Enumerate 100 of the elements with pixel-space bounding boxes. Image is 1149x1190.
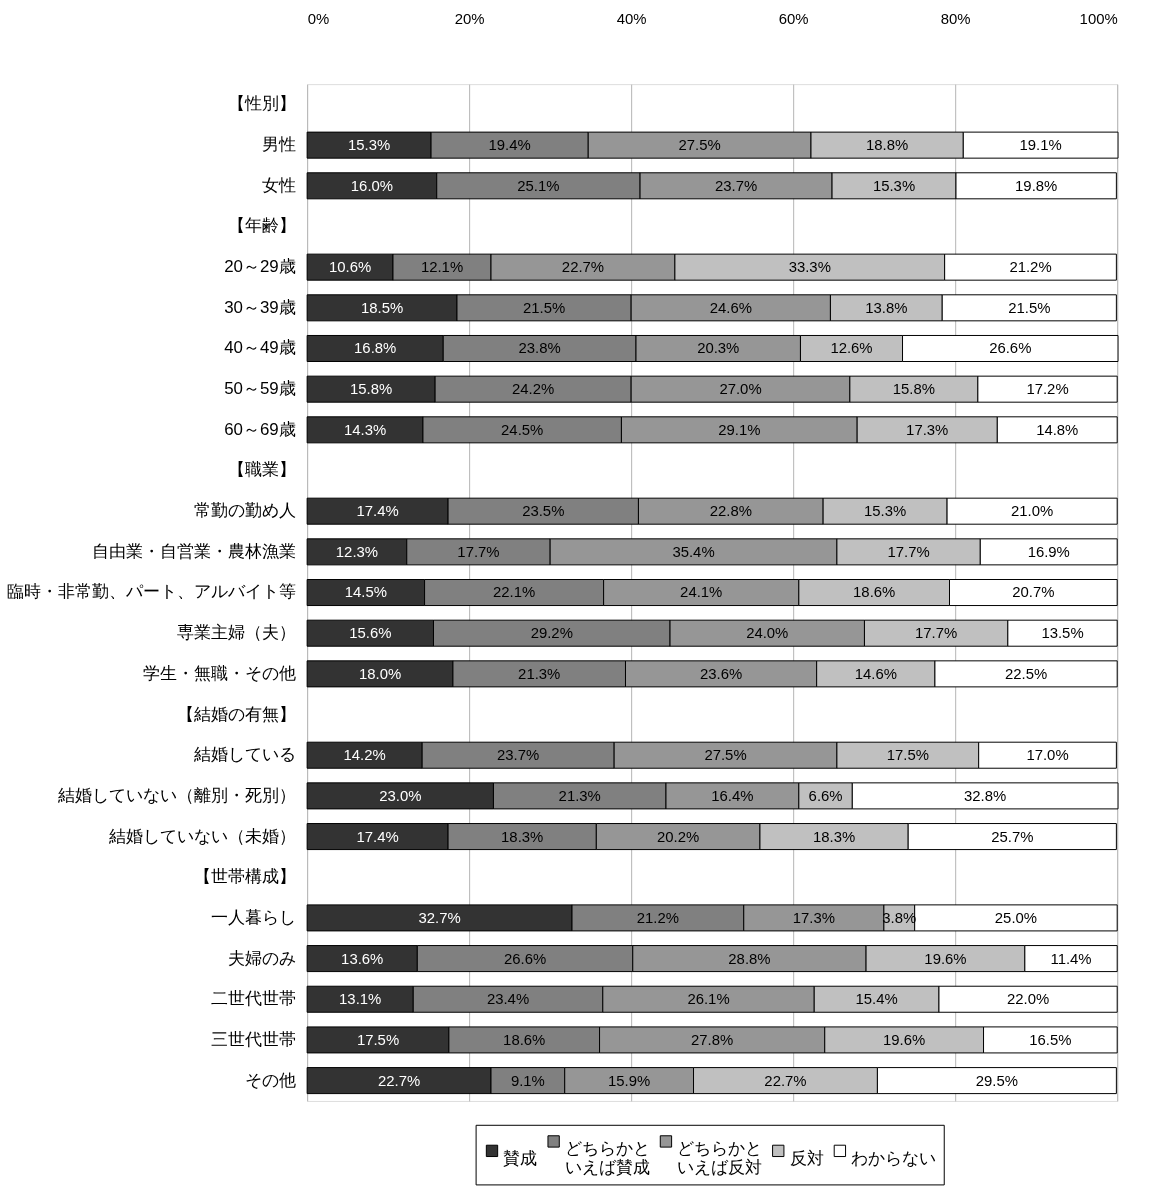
data-label: 24.5% xyxy=(501,421,544,438)
data-label: 17.7% xyxy=(887,543,930,560)
y-tick-label: 夫婦のみ xyxy=(227,948,296,968)
data-label: 15.8% xyxy=(350,381,393,398)
data-label: 21.3% xyxy=(518,665,561,682)
data-label: 27.5% xyxy=(678,137,721,154)
y-tick-label: 一人暮らし xyxy=(210,907,296,927)
data-label: 19.6% xyxy=(924,950,967,967)
data-label: 17.5% xyxy=(886,747,929,764)
data-label: 15.4% xyxy=(855,991,898,1008)
y-tick-label: 男性 xyxy=(261,135,296,155)
data-label: 13.5% xyxy=(1041,625,1084,642)
data-label: 6.6% xyxy=(808,787,843,804)
y-tick-label: 二世代世帯 xyxy=(210,989,296,1009)
y-tick-label: その他 xyxy=(244,1070,296,1090)
data-label: 23.7% xyxy=(714,177,758,194)
data-label: 14.6% xyxy=(854,665,897,682)
data-label: 21.5% xyxy=(522,299,566,316)
data-label: 14.2% xyxy=(343,747,386,764)
x-tick-label: 100% xyxy=(1079,10,1118,27)
data-label: 22.1% xyxy=(492,584,536,601)
data-label: 14.8% xyxy=(1036,421,1079,438)
y-tick-label: 50～59歳 xyxy=(224,379,296,399)
data-label: 14.3% xyxy=(343,421,387,438)
data-label: 23.5% xyxy=(522,503,565,520)
data-label: 18.0% xyxy=(358,665,402,682)
data-label: 15.6% xyxy=(349,625,392,642)
x-tick-label: 60% xyxy=(778,10,809,27)
y-tick-label: 常勤の勤め人 xyxy=(193,501,296,521)
data-label: 32.8% xyxy=(964,787,1007,804)
data-label: 15.3% xyxy=(863,503,907,520)
data-label: 22.7% xyxy=(561,259,605,276)
data-label: 17.4% xyxy=(356,828,399,845)
data-label: 25.0% xyxy=(994,909,1038,926)
y-tick-label: 結婚している xyxy=(192,745,296,765)
y-tick-label: 女性 xyxy=(261,175,296,195)
data-label: 18.6% xyxy=(503,1031,546,1048)
data-label: 12.3% xyxy=(335,543,379,560)
data-label: 21.0% xyxy=(1011,503,1054,520)
data-label: 28.8% xyxy=(728,950,771,967)
data-label: 23.8% xyxy=(518,340,561,357)
data-label: 20.3% xyxy=(697,340,740,357)
data-label: 24.2% xyxy=(512,381,555,398)
data-label: 25.7% xyxy=(991,828,1034,845)
data-label: 14.5% xyxy=(344,584,387,601)
data-label: 21.5% xyxy=(1008,299,1051,316)
data-label: 20.2% xyxy=(657,828,700,845)
x-tick-label: 80% xyxy=(940,10,971,27)
data-label: 16.5% xyxy=(1029,1031,1072,1048)
data-label: 13.8% xyxy=(865,299,908,316)
y-tick-label: 60～69歳 xyxy=(224,419,296,439)
data-label: 20.7% xyxy=(1012,584,1055,601)
y-tick-label: 学生・無職・その他 xyxy=(142,663,296,683)
data-label: 23.6% xyxy=(699,665,743,682)
legend-label: どちらかといえば反対 xyxy=(677,1139,763,1178)
data-label: 19.8% xyxy=(1015,177,1058,194)
y-tick-label: 30～39歳 xyxy=(224,297,296,317)
data-label: 17.7% xyxy=(915,625,958,642)
y-tick-label: 結婚していない（未婚） xyxy=(107,826,296,846)
legend-label: 賛成 xyxy=(503,1148,538,1168)
x-tick-label: 20% xyxy=(454,10,485,27)
y-tick-label: 自由業・自営業・農林漁業 xyxy=(91,541,296,561)
data-label: 16.4% xyxy=(711,787,754,804)
legend-label: どちらかといえば賛成 xyxy=(565,1139,651,1178)
y-tick-label: 専業主婦（夫） xyxy=(176,623,296,643)
data-label: 17.7% xyxy=(457,543,500,560)
data-label: 19.4% xyxy=(488,137,531,154)
data-label: 35.4% xyxy=(672,543,715,560)
data-label: 22.7% xyxy=(377,1072,421,1089)
data-label: 17.3% xyxy=(792,909,835,926)
data-label: 18.8% xyxy=(866,137,909,154)
x-tick-label: 0% xyxy=(307,10,330,27)
data-label: 17.5% xyxy=(356,1031,400,1048)
data-label: 15.3% xyxy=(872,177,916,194)
data-label: 15.8% xyxy=(892,381,935,398)
data-label: 23.4% xyxy=(486,991,530,1008)
data-label: 15.9% xyxy=(608,1072,651,1089)
data-label: 17.4% xyxy=(356,503,399,520)
data-label: 18.3% xyxy=(812,828,856,845)
data-label: 22.0% xyxy=(1006,991,1050,1008)
data-label: 29.1% xyxy=(718,421,761,438)
data-label: 21.3% xyxy=(558,787,601,804)
data-label: 17.3% xyxy=(906,421,949,438)
data-label: 16.8% xyxy=(354,340,397,357)
data-label: 24.6% xyxy=(709,299,752,316)
y-tick-label: 【世帯構成】 xyxy=(193,867,296,887)
data-label: 27.5% xyxy=(704,747,747,764)
y-tick-label: 【性別】 xyxy=(227,94,296,114)
data-label: 29.5% xyxy=(975,1072,1019,1089)
data-label: 26.6% xyxy=(989,340,1032,357)
data-label: 10.6% xyxy=(328,259,372,276)
data-label: 21.2% xyxy=(636,909,679,926)
y-tick-label: 【職業】 xyxy=(227,460,296,480)
y-tick-label: 三世代世帯 xyxy=(210,1029,296,1049)
data-label: 23.7% xyxy=(497,747,540,764)
data-label: 12.1% xyxy=(420,259,464,276)
data-label: 16.9% xyxy=(1027,543,1070,560)
data-label: 9.1% xyxy=(510,1072,545,1089)
data-label: 33.3% xyxy=(788,259,831,276)
legend-label: わからない xyxy=(851,1148,937,1168)
